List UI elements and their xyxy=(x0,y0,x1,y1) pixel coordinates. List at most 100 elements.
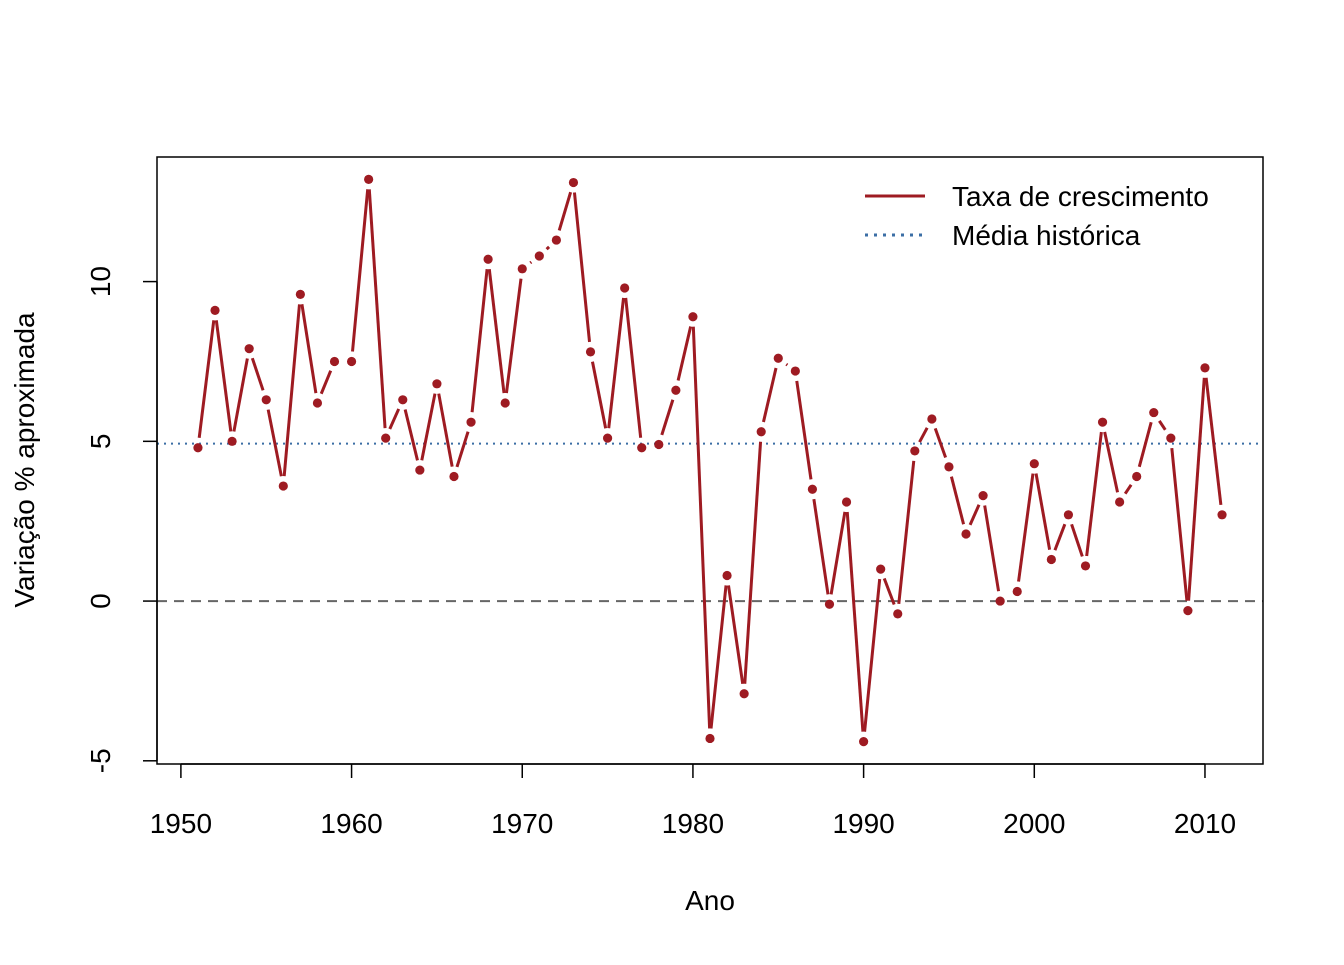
series-segment xyxy=(282,304,301,477)
data-point xyxy=(927,414,937,424)
x-tick-label: 1970 xyxy=(491,808,553,839)
series-segment xyxy=(232,358,249,432)
series-segment xyxy=(1204,377,1223,506)
data-point xyxy=(1183,606,1193,616)
series-segment xyxy=(388,408,401,430)
series-segment xyxy=(812,498,830,595)
data-point xyxy=(773,353,783,363)
legend-label-growth: Taxa de crescimento xyxy=(952,181,1209,212)
series-segment xyxy=(1070,523,1084,557)
data-point xyxy=(910,446,920,456)
series-segment xyxy=(624,297,643,438)
series-segment xyxy=(266,409,283,477)
data-point xyxy=(1012,586,1022,597)
x-tick-label: 1980 xyxy=(662,808,724,839)
data-point xyxy=(893,609,903,619)
y-axis: -5 0 5 10 xyxy=(85,266,158,773)
series-segment xyxy=(1053,523,1067,551)
data-point xyxy=(312,398,323,408)
series-segment xyxy=(785,363,789,367)
data-point xyxy=(876,564,886,574)
data-point xyxy=(364,174,374,184)
data-point xyxy=(995,596,1005,606)
data-point xyxy=(602,433,613,443)
series-segment xyxy=(897,460,916,605)
series-segment xyxy=(437,393,454,467)
data-point xyxy=(449,471,459,482)
data-point xyxy=(961,529,971,539)
data-point xyxy=(500,398,510,408)
series-segment xyxy=(470,269,489,413)
data-point xyxy=(551,235,561,245)
data-point xyxy=(517,264,527,274)
reference-lines xyxy=(157,442,1263,603)
series-segment xyxy=(504,278,523,394)
y-tick-label: 10 xyxy=(85,266,116,297)
data-point xyxy=(944,462,954,472)
series-segment xyxy=(1085,431,1103,557)
series-segment xyxy=(743,441,763,684)
series-segment xyxy=(420,393,437,461)
data-point xyxy=(1046,554,1056,565)
series-segment xyxy=(351,189,370,352)
y-tick-label: 5 xyxy=(85,434,116,450)
data-point xyxy=(824,599,835,609)
data-point xyxy=(585,347,596,357)
data-point xyxy=(193,443,203,453)
data-point xyxy=(381,433,391,443)
series-segment xyxy=(983,505,1001,592)
series-segment xyxy=(319,370,333,395)
series-segment xyxy=(487,268,506,394)
x-tick-label: 2010 xyxy=(1174,808,1236,839)
series-segment xyxy=(795,380,813,480)
series-segment xyxy=(949,476,966,525)
data-point xyxy=(978,491,988,501)
data-point xyxy=(1115,497,1125,507)
data-point xyxy=(756,427,766,437)
x-tick-label: 1990 xyxy=(832,808,894,839)
data-point xyxy=(534,251,544,261)
series-segment xyxy=(545,245,551,251)
x-tick-label: 1960 xyxy=(320,808,382,839)
series-segment xyxy=(660,399,675,436)
series-segment xyxy=(1034,473,1052,550)
y-tick-label: 0 xyxy=(85,593,116,609)
data-point xyxy=(244,344,254,354)
series-segment xyxy=(1017,473,1035,582)
legend-label-mean: Média histórica xyxy=(952,220,1141,251)
series-segment xyxy=(214,320,233,432)
series-segment xyxy=(882,577,896,606)
series-segment xyxy=(590,361,608,429)
series-segment xyxy=(1123,483,1133,495)
series-segment xyxy=(529,260,533,265)
x-tick-label: 2000 xyxy=(1003,808,1065,839)
data-point xyxy=(807,484,818,494)
data-point xyxy=(637,443,647,453)
legend: Taxa de crescimento Média histórica xyxy=(865,181,1209,251)
data-point xyxy=(483,254,493,264)
data-point xyxy=(346,356,357,367)
data-point xyxy=(722,570,732,581)
data-point xyxy=(432,379,442,389)
series-segment xyxy=(1137,421,1153,468)
series-segment xyxy=(455,431,470,468)
data-point xyxy=(705,733,715,744)
y-axis-label: Variação % aproximada xyxy=(9,312,40,608)
data-point xyxy=(210,305,220,315)
series-segment xyxy=(1170,447,1189,601)
data-point xyxy=(227,436,237,446)
data-point xyxy=(278,481,288,491)
y-tick-label: -5 xyxy=(85,748,116,773)
data-point xyxy=(1097,417,1108,427)
series-segment xyxy=(1187,377,1206,601)
data-point xyxy=(295,289,305,299)
series-segment xyxy=(829,511,847,595)
data-point xyxy=(790,366,800,376)
x-tick-label: 1950 xyxy=(150,808,212,839)
series-segment xyxy=(197,320,216,438)
data-point xyxy=(261,395,271,405)
data-point xyxy=(620,283,630,293)
data-point xyxy=(1132,471,1142,482)
